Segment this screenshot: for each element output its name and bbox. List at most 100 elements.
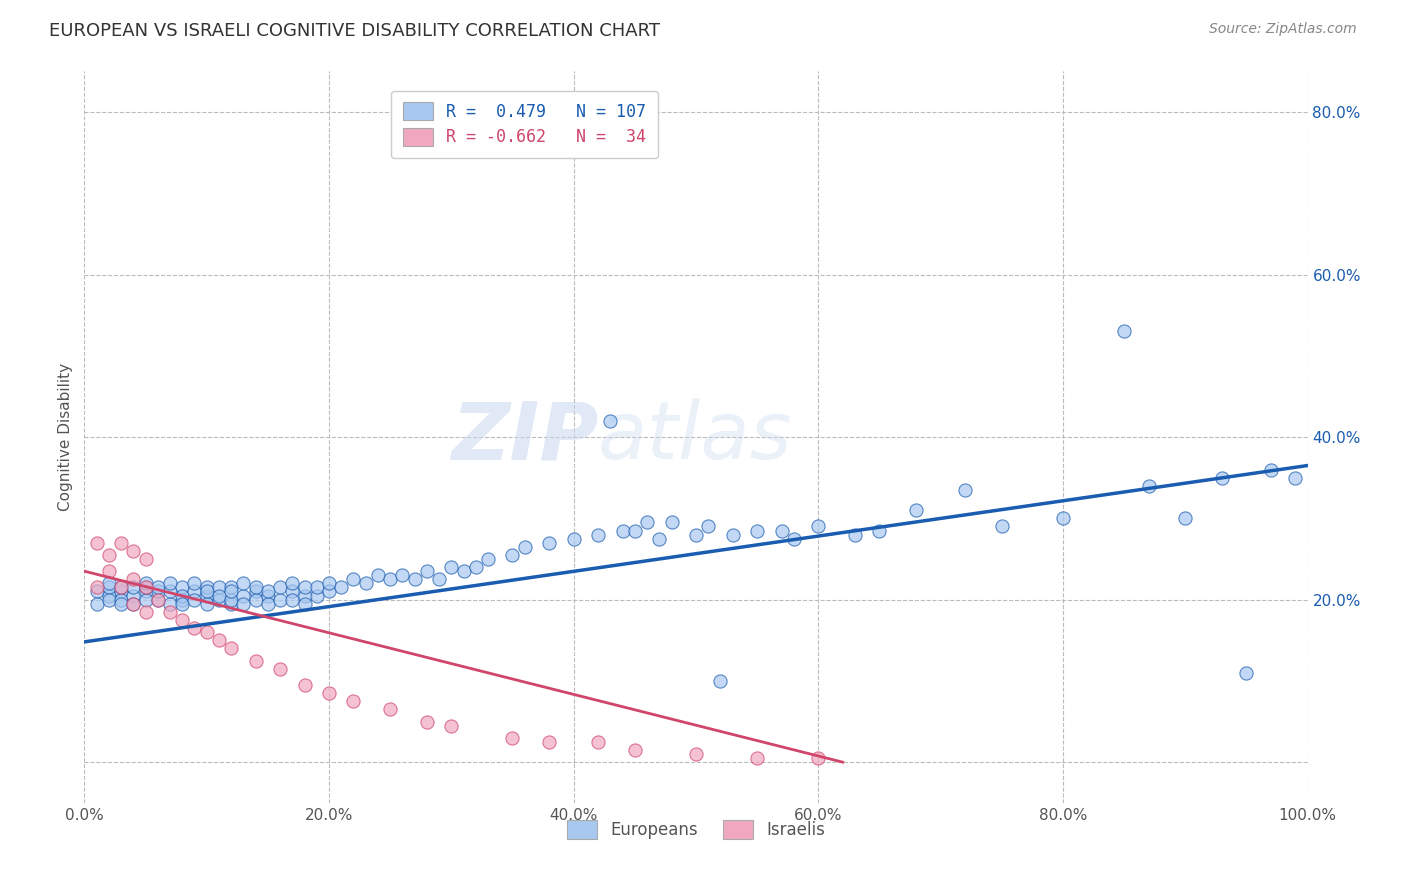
Point	[416, 564, 439, 578]
Point	[122, 597, 145, 611]
Point	[953, 483, 976, 497]
Text: Source: ZipAtlas.com: Source: ZipAtlas.com	[1209, 22, 1357, 37]
Point	[513, 540, 536, 554]
Point	[159, 576, 181, 591]
Point	[747, 524, 769, 538]
Point	[783, 532, 806, 546]
Point	[219, 581, 242, 595]
Point	[245, 654, 267, 668]
Point	[1260, 462, 1282, 476]
Point	[586, 527, 609, 541]
Text: ZIP: ZIP	[451, 398, 598, 476]
Point	[599, 414, 621, 428]
Point	[991, 519, 1014, 533]
Point	[380, 572, 402, 586]
Point	[245, 592, 267, 607]
Point	[269, 592, 291, 607]
Point	[135, 592, 157, 607]
Point	[807, 519, 830, 533]
Point	[146, 592, 169, 607]
Point	[477, 552, 499, 566]
Point	[612, 524, 634, 538]
Point	[257, 589, 280, 603]
Point	[1114, 325, 1136, 339]
Point	[110, 584, 132, 599]
Point	[208, 633, 231, 648]
Point	[869, 524, 891, 538]
Point	[86, 581, 108, 595]
Point	[208, 592, 231, 607]
Point	[905, 503, 928, 517]
Point	[538, 735, 561, 749]
Point	[661, 516, 683, 530]
Point	[464, 560, 486, 574]
Point	[440, 718, 463, 732]
Point	[195, 584, 218, 599]
Point	[1174, 511, 1197, 525]
Point	[747, 751, 769, 765]
Point	[159, 584, 181, 599]
Point	[1284, 471, 1306, 485]
Point	[305, 589, 328, 603]
Point	[269, 662, 291, 676]
Point	[86, 597, 108, 611]
Point	[427, 572, 450, 586]
Point	[183, 576, 205, 591]
Point	[342, 572, 364, 586]
Legend: Europeans, Israelis: Europeans, Israelis	[560, 814, 832, 846]
Point	[122, 572, 145, 586]
Point	[122, 597, 145, 611]
Point	[342, 694, 364, 708]
Point	[245, 584, 267, 599]
Point	[122, 544, 145, 558]
Point	[97, 589, 120, 603]
Point	[110, 581, 132, 595]
Point	[208, 581, 231, 595]
Point	[135, 552, 157, 566]
Point	[709, 673, 731, 688]
Point	[110, 597, 132, 611]
Text: atlas: atlas	[598, 398, 793, 476]
Text: EUROPEAN VS ISRAELI COGNITIVE DISABILITY CORRELATION CHART: EUROPEAN VS ISRAELI COGNITIVE DISABILITY…	[49, 22, 661, 40]
Point	[232, 597, 254, 611]
Point	[195, 581, 218, 595]
Point	[1211, 471, 1233, 485]
Point	[281, 576, 304, 591]
Point	[685, 747, 707, 761]
Point	[624, 524, 647, 538]
Point	[97, 564, 120, 578]
Point	[135, 605, 157, 619]
Point	[110, 592, 132, 607]
Point	[172, 613, 194, 627]
Point	[172, 597, 194, 611]
Point	[416, 714, 439, 729]
Point	[135, 581, 157, 595]
Point	[146, 592, 169, 607]
Point	[159, 605, 181, 619]
Point	[502, 731, 524, 745]
Point	[648, 532, 671, 546]
Point	[159, 597, 181, 611]
Point	[294, 581, 316, 595]
Point	[135, 576, 157, 591]
Point	[195, 625, 218, 640]
Point	[122, 589, 145, 603]
Point	[318, 576, 340, 591]
Point	[219, 641, 242, 656]
Point	[294, 597, 316, 611]
Point	[97, 548, 120, 562]
Point	[305, 581, 328, 595]
Point	[183, 592, 205, 607]
Point	[281, 592, 304, 607]
Point	[807, 751, 830, 765]
Point	[97, 576, 120, 591]
Point	[257, 584, 280, 599]
Point	[219, 592, 242, 607]
Point	[281, 584, 304, 599]
Point	[330, 581, 353, 595]
Point	[354, 576, 377, 591]
Point	[318, 686, 340, 700]
Point	[294, 678, 316, 692]
Point	[245, 581, 267, 595]
Point	[195, 597, 218, 611]
